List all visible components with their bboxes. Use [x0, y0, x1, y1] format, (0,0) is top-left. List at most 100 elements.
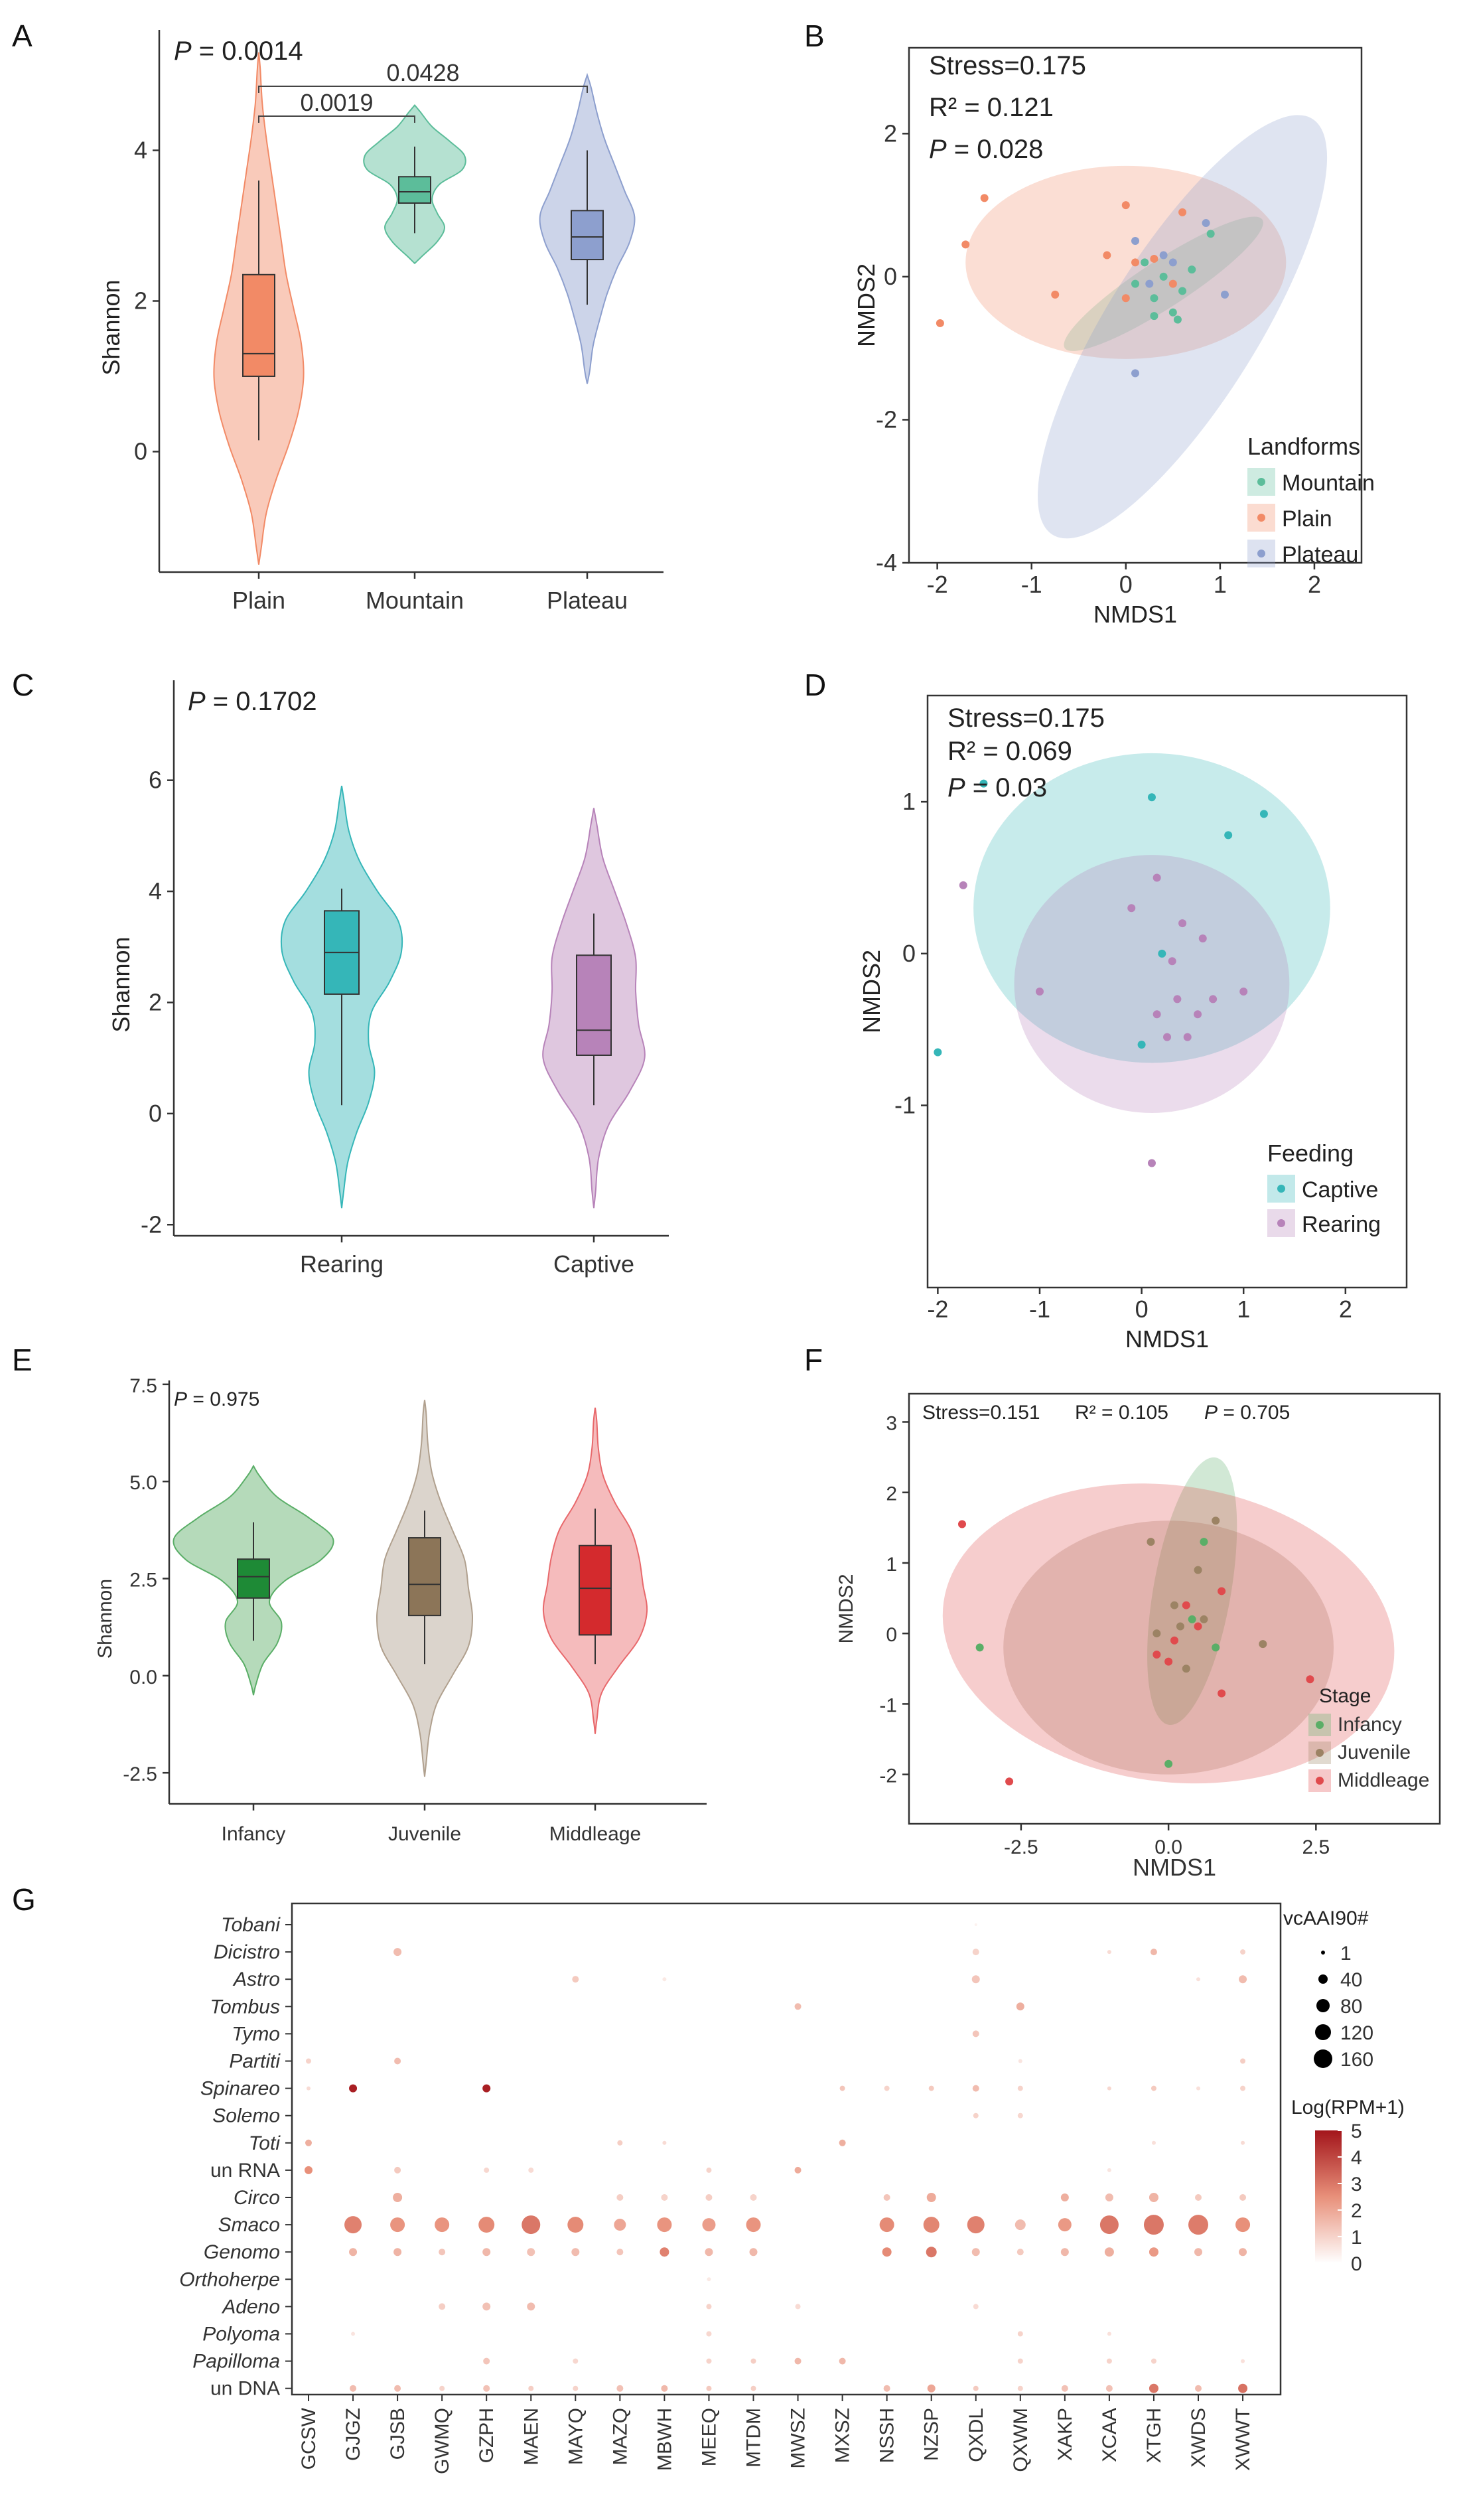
g-dot	[973, 2385, 979, 2391]
g-dot	[795, 2304, 801, 2310]
g-dot	[707, 2277, 711, 2282]
g-dot	[662, 2140, 667, 2145]
size-legend-label: 160	[1340, 2049, 1373, 2071]
g-dot	[394, 2385, 401, 2392]
F-ellipse-juvenile	[1003, 1520, 1334, 1775]
color-legend-label: 4	[1351, 2147, 1362, 2169]
g-dot	[482, 2302, 491, 2311]
D-y-tick-label: 1	[902, 788, 916, 815]
g-dot	[706, 2304, 712, 2310]
g-column-label: XTGH	[1143, 2408, 1165, 2463]
g-dot	[1241, 2140, 1245, 2145]
g-column-label: MXSZ	[832, 2408, 854, 2463]
A-x-tick-label: Plain	[232, 587, 285, 614]
g-dot	[706, 2331, 712, 2337]
F-point-middleage	[1005, 1777, 1014, 1786]
F-x-tick-label: 0.0	[1154, 1836, 1182, 1858]
g-dot	[306, 2058, 311, 2064]
E-y-tick-label: 0.0	[129, 1667, 157, 1688]
E-x-tick-label: Infancy	[222, 1823, 286, 1845]
g-row-label: Genomo	[204, 2241, 280, 2263]
g-dot	[483, 2385, 490, 2392]
size-legend-label: 80	[1340, 1996, 1362, 2018]
g-dot	[972, 2085, 979, 2092]
panel-g-plot: Tobani Dicistro Astro Tombus Tymo Partiti Spin…	[179, 1902, 1282, 2474]
g-dot	[967, 2216, 985, 2234]
g-dot	[1016, 2249, 1024, 2256]
D-x-tick-label: -2	[927, 1296, 948, 1323]
g-dot	[1195, 2385, 1202, 2392]
g-dot	[1018, 2059, 1022, 2063]
g-dot	[1060, 2193, 1069, 2201]
E-y-tick-label: 7.5	[129, 1375, 157, 1397]
g-dot	[1194, 2248, 1202, 2257]
g-dot	[616, 2249, 624, 2256]
D-x-tick-label: 1	[1237, 1296, 1250, 1323]
panel-a-plot: 0 2 4 Shannon Plain Mountain Plateau 0.0428 0.00…	[98, 30, 664, 614]
panel-f: F -2.5 0.0 2.5 -2 -1 0 1 2 3 NMDS1 NMDS2 Stress=0.…	[804, 1343, 1441, 1881]
g-dot	[573, 2358, 579, 2364]
legend-label-plain: Plain	[1282, 506, 1332, 532]
legend-dot-captive	[1277, 1185, 1285, 1193]
panel-f-legend-title: Stage	[1319, 1685, 1371, 1707]
g-dot	[305, 2139, 312, 2146]
g-dot	[567, 2217, 584, 2233]
F-point-juvenile	[1147, 1538, 1155, 1546]
g-dot	[573, 2385, 579, 2391]
g-dot	[705, 2194, 713, 2201]
D-ellipse-rearing	[1014, 855, 1290, 1113]
g-dot	[393, 2248, 402, 2257]
panel-d-legend: Captive Rearing	[1267, 1175, 1381, 1237]
size-legend-dot	[1316, 1999, 1330, 2012]
g-row-label: Tombus	[210, 1996, 280, 2018]
g-dot	[750, 2358, 756, 2364]
g-column-label: MEEQ	[698, 2408, 720, 2466]
g-dot	[794, 2003, 802, 2010]
panel-b-stress: Stress=0.175	[929, 51, 1086, 80]
panel-g-color-legend: 0 1 2 3 4 5	[1315, 2120, 1362, 2275]
F-point-juvenile	[1200, 1615, 1208, 1623]
size-legend-label: 120	[1340, 2022, 1373, 2044]
g-column-label: NZSP	[921, 2408, 943, 2461]
B-point-mountain	[1131, 279, 1139, 288]
g-dot	[305, 2166, 313, 2174]
g-column-label: XCAA	[1099, 2408, 1121, 2462]
B-y-axis-title: NMDS2	[853, 263, 880, 347]
B-y-tick-label: 0	[884, 263, 897, 290]
g-dot	[1105, 2193, 1113, 2201]
g-column-label: NSSH	[876, 2408, 898, 2463]
g-dot	[974, 1923, 977, 1926]
A-y-axis-title: Shannon	[98, 279, 125, 375]
C-x-tick-label: Captive	[553, 1250, 634, 1278]
size-legend-dot	[1314, 2049, 1332, 2068]
panel-letter-b: B	[804, 19, 825, 53]
A-box	[242, 273, 275, 377]
F-point-middleage	[1164, 1657, 1173, 1666]
F-y-tick-label: 1	[886, 1554, 897, 1576]
D-point-captive	[1259, 810, 1268, 818]
D-x-axis-title: NMDS1	[1125, 1325, 1209, 1353]
D-point-captive	[1224, 831, 1233, 840]
D-point-rearing	[1198, 934, 1207, 942]
g-dot	[1241, 2359, 1245, 2363]
legend-label-juvenile: Juvenile	[1338, 1742, 1411, 1763]
D-point-rearing	[1168, 957, 1176, 966]
C-y-tick-label: 0	[149, 1100, 162, 1127]
F-y-tick-label: 2	[886, 1483, 897, 1505]
g-dot	[1143, 2215, 1164, 2235]
B-point-plain	[1168, 279, 1177, 288]
g-column-label: MAZQ	[609, 2408, 631, 2466]
B-point-plateau	[1220, 290, 1229, 299]
E-x-tick-label: Juvenile	[388, 1823, 461, 1845]
B-point-plain	[1051, 290, 1060, 299]
g-dot	[1105, 2385, 1113, 2392]
g-dot	[1149, 2247, 1158, 2257]
g-column-label: GJGZ	[342, 2408, 364, 2461]
panel-g-color-legend-title: Log(RPM+1)	[1291, 2097, 1405, 2118]
g-dot	[614, 2219, 626, 2231]
significance-label: 0.0428	[386, 59, 459, 86]
panel-d-stress: Stress=0.175	[947, 704, 1105, 733]
F-x-tick-label: -2.5	[1004, 1836, 1038, 1858]
F-point-middleage	[1218, 1587, 1226, 1595]
B-y-tick-label: 2	[884, 119, 897, 147]
